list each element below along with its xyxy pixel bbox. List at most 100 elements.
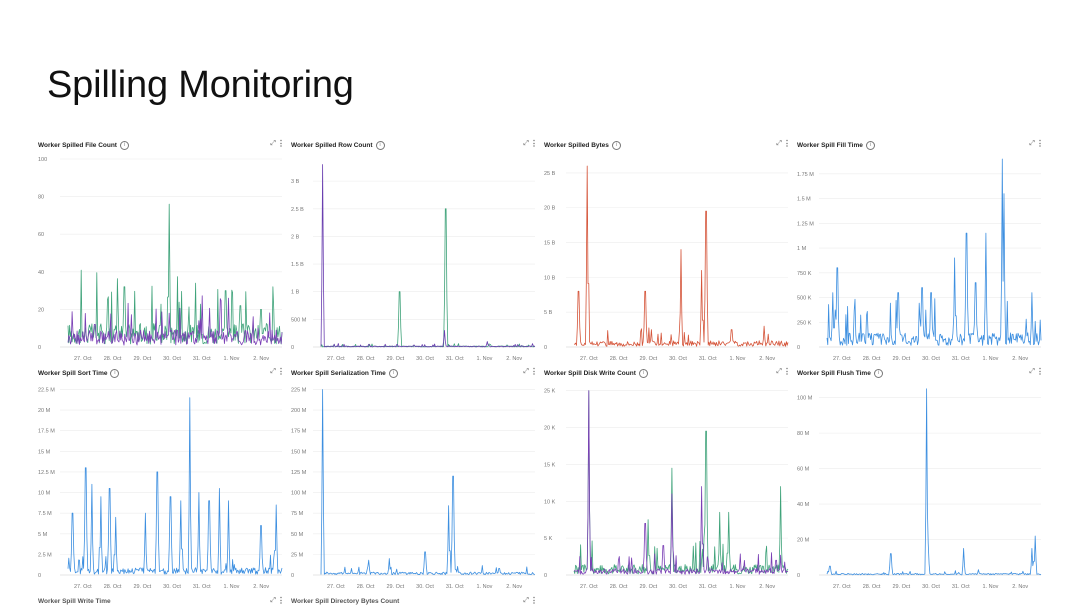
y-tick-label: 2.5 M (38, 552, 52, 558)
panel-title: Worker Spilled Row Count i (291, 141, 385, 150)
chart-panel: Worker Spilled Row Count i ⤢ ⋮ 0 500 M 1 B 1.5 … (291, 139, 539, 365)
y-tick-label: 0 (291, 573, 294, 579)
y-tick-label: 150 M (291, 449, 307, 455)
series-line-purple (320, 164, 536, 348)
menu-icon[interactable]: ⋮ (1036, 139, 1044, 148)
x-tick-label: 28. Oct (863, 584, 881, 590)
chart-panel: Worker Spill Disk Write Count i ⤢ ⋮ 0 5 K 10 K… (544, 367, 792, 593)
y-tick-label: 20 K (544, 426, 556, 432)
y-tick-label: 0 (544, 573, 547, 579)
chart-plot: 0 25 M 50 M 75 M 100 M 125 M 150 M 175 M 200 M 22… (291, 387, 536, 590)
panel-title: Worker Spill Directory Bytes Count (291, 598, 400, 605)
series-line-blue (320, 389, 536, 576)
y-tick-label: 75 M (291, 511, 304, 517)
expand-icon[interactable]: ⤢ (523, 368, 529, 375)
info-icon[interactable]: i (119, 141, 129, 150)
x-tick-label: 28. Oct (357, 356, 375, 362)
menu-icon[interactable]: ⋮ (530, 367, 538, 376)
partial-panel-header: Worker Spill Write Time ⤢ ⋮ (38, 596, 286, 606)
x-tick-label: 27. Oct (833, 584, 851, 590)
series-line-blue (826, 388, 1042, 576)
panel-title: Worker Spill Fill Time i (797, 141, 875, 150)
x-tick-label: 2. Nov (759, 356, 775, 362)
x-tick-label: 2. Nov (759, 584, 775, 590)
y-tick-label: 1.75 M (797, 172, 814, 178)
expand-icon[interactable]: ⤢ (523, 597, 529, 604)
expand-icon[interactable]: ⤢ (1029, 140, 1035, 147)
x-tick-label: 30. Oct (922, 356, 940, 362)
y-tick-label: 250 K (797, 320, 812, 326)
x-tick-label: 28. Oct (610, 356, 628, 362)
series-line-orange (573, 165, 789, 347)
panel-header: Worker Spill Sort Time i ⤢ ⋮ (38, 367, 286, 381)
y-tick-label: 60 M (797, 467, 810, 473)
x-tick-label: 28. Oct (357, 584, 375, 590)
menu-icon[interactable]: ⋮ (783, 367, 791, 376)
x-tick-label: 30. Oct (416, 584, 434, 590)
expand-icon[interactable]: ⤢ (776, 368, 782, 375)
y-tick-label: 5 B (544, 310, 553, 316)
info-icon[interactable]: i (873, 369, 883, 378)
x-tick-label: 28. Oct (104, 356, 122, 362)
info-icon[interactable]: i (375, 141, 385, 150)
x-tick-label: 27. Oct (327, 356, 345, 362)
expand-icon[interactable]: ⤢ (270, 368, 276, 375)
x-tick-label: 29. Oct (133, 356, 151, 362)
info-icon[interactable]: i (865, 141, 875, 150)
x-tick-label: 2. Nov (1012, 356, 1028, 362)
menu-icon[interactable]: ⋮ (530, 139, 538, 148)
expand-icon[interactable]: ⤢ (1029, 368, 1035, 375)
x-tick-label: 29. Oct (639, 584, 657, 590)
menu-icon[interactable]: ⋮ (530, 596, 538, 605)
y-tick-label: 7.5 M (38, 511, 52, 517)
chart-plot: 0 20 40 60 80 100 27. Oct 28. Oct 29. Oct 30. Oct… (38, 157, 283, 362)
info-icon[interactable]: i (638, 369, 648, 378)
menu-icon[interactable]: ⋮ (1036, 367, 1044, 376)
x-tick-label: 27. Oct (833, 356, 851, 362)
chart-plot: 0 2.5 M 5 M 7.5 M 10 M 12.5 M 15 M 17.5 M 20 M 22… (38, 387, 283, 590)
chart-panel: Worker Spilled Bytes i ⤢ ⋮ 0 5 B 10 B 15 B 20 B 2… (544, 139, 792, 365)
x-tick-label: 2. Nov (506, 356, 522, 362)
info-icon[interactable]: i (611, 141, 621, 150)
x-tick-label: 29. Oct (639, 356, 657, 362)
expand-icon[interactable]: ⤢ (270, 140, 276, 147)
x-tick-label: 1. Nov (477, 584, 493, 590)
expand-icon[interactable]: ⤢ (776, 140, 782, 147)
chart-plot: 0 20 M 40 M 60 M 80 M 100 M 27. Oct 28. Oct 29. … (797, 388, 1042, 590)
chart-panel: Worker Spill Sort Time i ⤢ ⋮ 0 2.5 M 5 M 7.5 M 1… (38, 367, 286, 593)
y-tick-label: 200 M (291, 408, 307, 414)
panel-header: Worker Spilled Bytes i ⤢ ⋮ (544, 139, 792, 153)
y-tick-label: 15 B (544, 241, 556, 247)
expand-icon[interactable]: ⤢ (270, 597, 276, 604)
x-tick-label: 30. Oct (922, 584, 940, 590)
y-tick-label: 1 B (291, 290, 300, 296)
y-tick-label: 3 B (291, 179, 300, 185)
expand-icon[interactable]: ⤢ (523, 140, 529, 147)
chart-panel: Worker Spilled File Count i ⤢ ⋮ 0 20 40 60 80 100… (38, 139, 286, 365)
info-icon[interactable]: i (388, 369, 398, 378)
x-tick-label: 1. Nov (224, 356, 240, 362)
y-tick-label: 1.5 M (797, 197, 811, 203)
y-tick-label: 100 M (797, 396, 813, 402)
menu-icon[interactable]: ⋮ (277, 139, 285, 148)
x-tick-label: 29. Oct (133, 584, 151, 590)
menu-icon[interactable]: ⋮ (783, 139, 791, 148)
menu-icon[interactable]: ⋮ (277, 367, 285, 376)
x-tick-label: 31. Oct (952, 584, 970, 590)
info-icon[interactable]: i (110, 369, 120, 378)
x-tick-label: 27. Oct (580, 356, 598, 362)
series-line-blue (67, 397, 283, 575)
x-tick-label: 27. Oct (327, 584, 345, 590)
panel-header: Worker Spill Fill Time i ⤢ ⋮ (797, 139, 1045, 153)
panel-header: Worker Spilled Row Count i ⤢ ⋮ (291, 139, 539, 153)
y-tick-label: 125 M (291, 470, 307, 476)
panel-header: Worker Spilled File Count i ⤢ ⋮ (38, 139, 286, 153)
y-tick-label: 10 B (544, 275, 556, 281)
menu-icon[interactable]: ⋮ (277, 596, 285, 605)
y-tick-label: 60 (38, 232, 44, 238)
x-tick-label: 1. Nov (983, 356, 999, 362)
x-tick-label: 30. Oct (416, 356, 434, 362)
y-tick-label: 100 (38, 157, 47, 163)
y-tick-label: 15 M (38, 449, 51, 455)
series-line-purple (573, 390, 789, 575)
